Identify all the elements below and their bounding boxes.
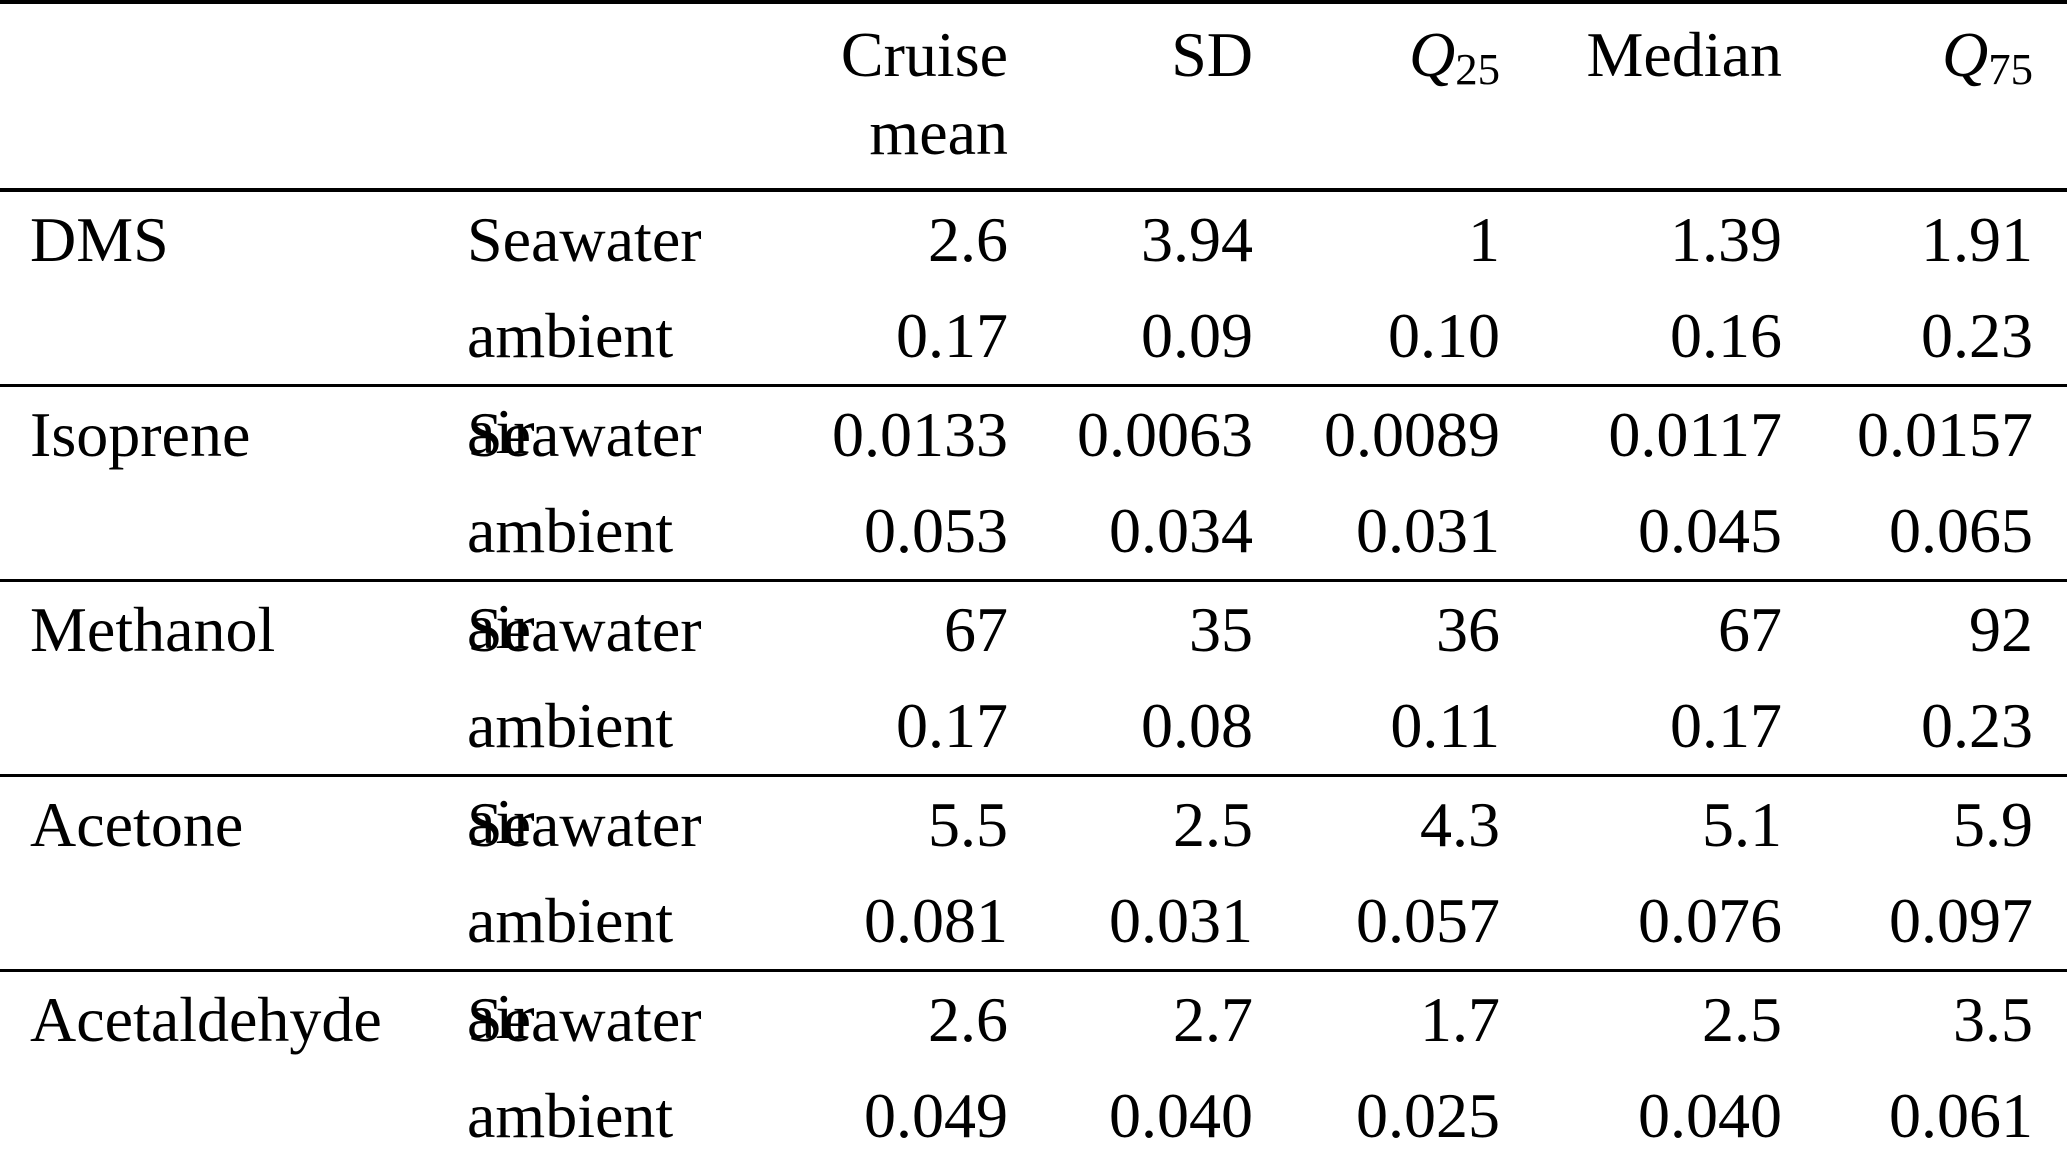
cell-q75: 5.9 0.097 bbox=[1816, 775, 2067, 972]
header-sd: SD bbox=[1042, 2, 1287, 192]
header-q25-letter: Q bbox=[1408, 19, 1456, 90]
medium-labels: Seawater ambient air bbox=[437, 385, 740, 662]
cell-cruise-mean: 0.0133 0.053 bbox=[740, 385, 1042, 582]
cell-q25: 1.7 0.025 bbox=[1356, 984, 1500, 1151]
table-row-methanol: Methanol Seawater ambient air 67 0.17 35… bbox=[0, 580, 2067, 857]
cell-q25: 0.0089 0.031 bbox=[1287, 385, 1534, 582]
cell-q25: 36 0.11 bbox=[1287, 580, 1534, 777]
table-row-acetone: Acetone Seawater ambient air 5.5 0.081 2… bbox=[0, 775, 2067, 1052]
cell-cruise-mean: 2.6 0.049 bbox=[864, 984, 1008, 1151]
cell-median: 2.5 0.040 bbox=[1638, 984, 1782, 1151]
header-median: Median bbox=[1534, 2, 1816, 192]
header-cruise-mean-line2: mean bbox=[869, 97, 1008, 168]
cell-sd: 2.7 0.040 bbox=[1109, 984, 1253, 1151]
table-row-acetaldehyde: Acetaldehyde Seawater ambient air 2.6 0.… bbox=[0, 971, 2067, 1161]
cell-q25: 1 0.10 bbox=[1287, 190, 1534, 387]
header-row: Cruise mean SD Q25 Median Q75 bbox=[0, 2, 2067, 192]
header-q25-subscript: 25 bbox=[1455, 44, 1500, 95]
table-row-dms: DMS Seawater ambient air 2.6 0.17 3.94 0… bbox=[0, 190, 2067, 467]
cell-median: 1.39 0.16 bbox=[1534, 190, 1816, 387]
cell-q75: 92 0.23 bbox=[1816, 580, 2067, 777]
header-q25: Q25 bbox=[1287, 2, 1534, 192]
compound-name: Acetone bbox=[0, 775, 437, 972]
compound-name: DMS bbox=[0, 190, 437, 387]
table-row-isoprene: Isoprene Seawater ambient air 0.0133 0.0… bbox=[0, 385, 2067, 662]
header-q75-subscript: 75 bbox=[1988, 44, 2033, 95]
header-medium bbox=[437, 2, 740, 192]
cell-cruise-mean: 67 0.17 bbox=[740, 580, 1042, 777]
cell-median: 67 0.17 bbox=[1534, 580, 1816, 777]
cell-q75: 3.5 0.061 bbox=[1889, 984, 2033, 1151]
header-q75-letter: Q bbox=[1941, 19, 1989, 90]
medium-labels: Seawater ambient air bbox=[467, 984, 702, 1151]
medium-labels: Seawater ambient air bbox=[437, 775, 740, 1052]
cell-median: 5.1 0.076 bbox=[1534, 775, 1816, 972]
cell-cruise-mean: 2.6 0.17 bbox=[740, 190, 1042, 387]
cell-q25: 4.3 0.057 bbox=[1287, 775, 1534, 972]
header-cruise-mean-line1: Cruise bbox=[840, 19, 1008, 90]
cell-sd: 35 0.08 bbox=[1042, 580, 1287, 777]
cell-sd: 3.94 0.09 bbox=[1042, 190, 1287, 387]
header-compound bbox=[0, 2, 437, 192]
cell-median: 0.0117 0.045 bbox=[1534, 385, 1816, 582]
medium-labels: Seawater ambient air bbox=[437, 580, 740, 857]
compound-name: Methanol bbox=[0, 580, 437, 777]
medium-labels: Seawater ambient air bbox=[437, 190, 740, 467]
header-cruise-mean: Cruise mean bbox=[740, 2, 1042, 192]
compound-name: Acetaldehyde bbox=[30, 984, 382, 1055]
cell-cruise-mean: 5.5 0.081 bbox=[740, 775, 1042, 972]
cell-sd: 2.5 0.031 bbox=[1042, 775, 1287, 972]
cell-q75: 0.0157 0.065 bbox=[1816, 385, 2067, 582]
compound-name: Isoprene bbox=[0, 385, 437, 582]
cell-q75: 1.91 0.23 bbox=[1816, 190, 2067, 387]
cell-sd: 0.0063 0.034 bbox=[1042, 385, 1287, 582]
header-q75: Q75 bbox=[1816, 2, 2067, 192]
